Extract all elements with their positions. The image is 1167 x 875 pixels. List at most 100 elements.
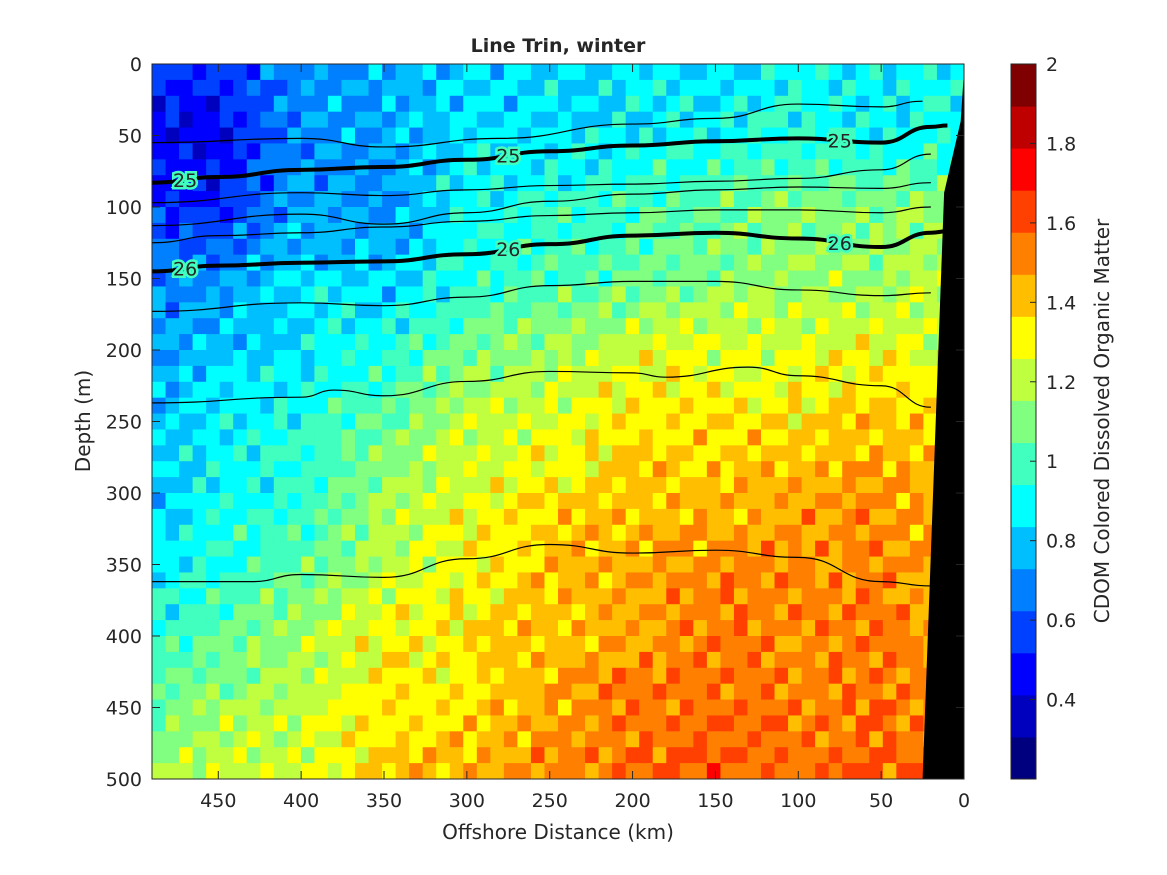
heatmap-cell xyxy=(409,222,424,240)
heatmap-cell xyxy=(788,667,803,685)
heatmap-cell xyxy=(314,620,329,637)
heatmap-cell xyxy=(503,747,518,764)
heatmap-cell xyxy=(192,95,207,113)
heatmap-cell xyxy=(923,143,938,160)
heatmap-cell xyxy=(382,572,397,589)
heatmap-cell xyxy=(219,524,234,542)
heatmap-cell xyxy=(192,493,207,510)
x-axis-ticks: 450 400 350 300 250 200 150 100 50 0 xyxy=(200,64,970,812)
heatmap-cell xyxy=(490,318,505,335)
heatmap-cell xyxy=(530,270,546,288)
heatmap-cell xyxy=(733,191,749,208)
heatmap-cell xyxy=(815,111,830,129)
heatmap-cell xyxy=(382,381,397,399)
heatmap-cell xyxy=(788,222,803,240)
heatmap-cell xyxy=(598,524,613,542)
heatmap-cell xyxy=(571,636,586,653)
heatmap-cell xyxy=(341,381,356,399)
heatmap-cell xyxy=(463,763,478,779)
heatmap-cell xyxy=(558,159,573,176)
heatmap-cell xyxy=(842,111,857,129)
heatmap-cell xyxy=(219,604,234,621)
heatmap-cell xyxy=(273,127,288,145)
heatmap-cell xyxy=(179,127,194,145)
heatmap-cell xyxy=(165,334,180,351)
heatmap-cell xyxy=(246,413,261,431)
heatmap-cell xyxy=(300,588,315,605)
heatmap-cell xyxy=(923,270,938,288)
heatmap-cell xyxy=(774,254,789,272)
heatmap-cell xyxy=(179,747,194,764)
heatmap-cell xyxy=(774,461,789,478)
heatmap-cell xyxy=(706,79,721,97)
heatmap-cell xyxy=(652,524,667,542)
heatmap-cell xyxy=(530,302,546,319)
heatmap-cell xyxy=(815,222,830,240)
heatmap-cell xyxy=(612,524,627,542)
heatmap-cell xyxy=(625,556,640,574)
heatmap-cell xyxy=(192,747,207,764)
heatmap-cell xyxy=(179,286,194,303)
heatmap-cell xyxy=(869,747,884,764)
heatmap-cell xyxy=(463,79,478,97)
heatmap-cell xyxy=(490,270,505,288)
heatmap-cell xyxy=(720,763,735,779)
heatmap-cell xyxy=(815,477,830,494)
heatmap-cell xyxy=(706,572,721,589)
heatmap-cell xyxy=(693,429,708,446)
heatmap-cell xyxy=(842,318,857,335)
heatmap-cell xyxy=(639,79,654,97)
heatmap-cell xyxy=(544,556,559,574)
heatmap-cell xyxy=(409,461,424,478)
heatmap-cell xyxy=(598,318,613,335)
heatmap-cell xyxy=(463,731,478,748)
heatmap-cell xyxy=(503,477,518,494)
heatmap-cell xyxy=(720,620,735,637)
heatmap-cell xyxy=(882,588,897,605)
heatmap-cell xyxy=(706,175,721,192)
heatmap-cell xyxy=(571,524,586,542)
heatmap-cell xyxy=(233,222,248,240)
heatmap-cell xyxy=(409,238,424,256)
heatmap-cell xyxy=(585,238,600,256)
heatmap-cell xyxy=(788,540,803,558)
heatmap-cell xyxy=(558,175,573,192)
heatmap-cell xyxy=(815,524,830,542)
heatmap-cell xyxy=(558,588,573,605)
heatmap-cell xyxy=(815,540,830,558)
heatmap-cell xyxy=(855,270,870,288)
heatmap-cell xyxy=(652,715,667,732)
heatmap-cell xyxy=(733,413,749,431)
heatmap-cell xyxy=(639,159,654,176)
heatmap-cell xyxy=(761,254,776,272)
heatmap-cell xyxy=(395,79,410,97)
heatmap-cell xyxy=(679,254,694,272)
heatmap-cell xyxy=(341,64,356,81)
heatmap-cell xyxy=(855,588,870,605)
heatmap-cell xyxy=(314,381,329,399)
heatmap-cell xyxy=(733,477,749,494)
heatmap-cell xyxy=(679,95,694,113)
heatmap-cell xyxy=(801,445,816,462)
heatmap-cell xyxy=(206,64,221,81)
heatmap-cell xyxy=(558,222,573,240)
heatmap-cell xyxy=(179,222,194,240)
heatmap-cell xyxy=(774,572,789,589)
heatmap-cell xyxy=(152,350,167,367)
heatmap-cell xyxy=(706,477,721,494)
heatmap-cell xyxy=(666,572,681,589)
heatmap-cell xyxy=(409,556,424,574)
heatmap-cell xyxy=(909,365,924,383)
heatmap-cell xyxy=(909,715,924,732)
heatmap-cell xyxy=(896,64,911,81)
heatmap-cell xyxy=(409,524,424,542)
heatmap-cell xyxy=(571,461,586,478)
heatmap-cell xyxy=(909,79,924,97)
heatmap-cell xyxy=(842,651,857,669)
heatmap-cell xyxy=(598,715,613,732)
heatmap-cell xyxy=(774,334,789,351)
heatmap-cell xyxy=(422,350,437,367)
heatmap-cell xyxy=(287,731,302,748)
heatmap-cell xyxy=(544,175,559,192)
